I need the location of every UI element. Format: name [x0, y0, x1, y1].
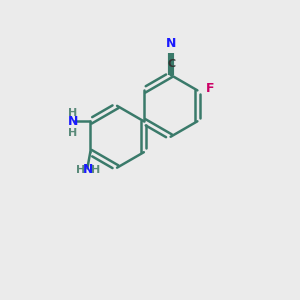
Text: C: C	[168, 59, 176, 69]
Text: H: H	[68, 108, 77, 118]
Text: N: N	[165, 38, 176, 50]
Text: H: H	[68, 128, 77, 138]
Text: N: N	[68, 115, 78, 128]
Text: H: H	[76, 165, 86, 175]
Text: F: F	[206, 82, 214, 95]
Text: H: H	[91, 165, 100, 175]
Text: N: N	[83, 164, 93, 176]
